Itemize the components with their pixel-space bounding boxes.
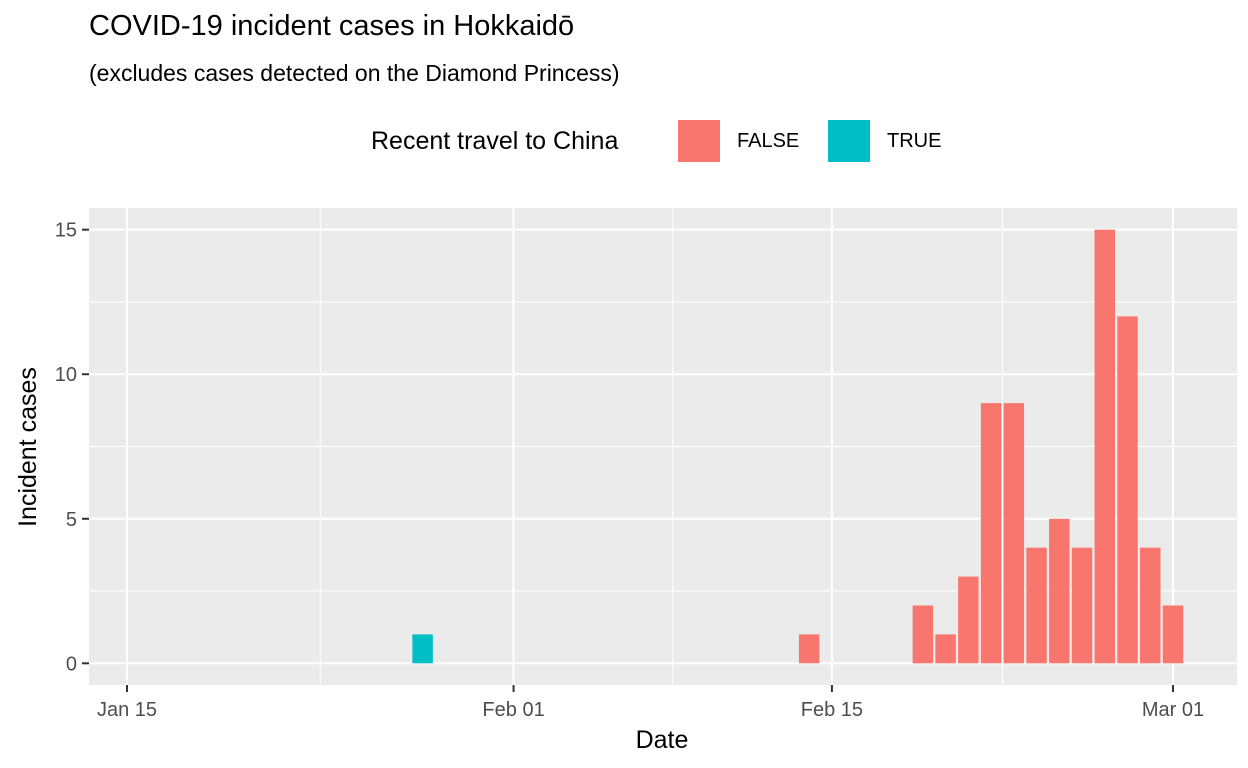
bar-2020-02-24 [1026, 547, 1047, 664]
bar-2020-02-27 [1094, 229, 1116, 664]
bar-2020-02-29 [1140, 547, 1161, 664]
bar-2020-02-23 [1003, 403, 1025, 664]
legend-label-false: FALSE [737, 130, 800, 152]
x-tick-label: Jan 15 [97, 699, 157, 721]
bar-2020-02-14 [798, 634, 820, 664]
bar-2020-03-01 [1162, 605, 1184, 664]
major-gridlines [89, 208, 1237, 685]
bar-2020-02-22 [980, 403, 1002, 664]
bar-2020-02-19 [912, 605, 934, 664]
bar-2020-02-25 [1049, 518, 1070, 664]
legend-label-true: TRUE [887, 130, 942, 152]
legend: Recent travel to China FALSE TRUE [0, 118, 1248, 166]
legend-key-false [678, 120, 720, 162]
bars [412, 229, 1184, 664]
y-tick-label: 15 [55, 220, 77, 242]
bar-2020-02-20 [935, 634, 956, 664]
y-tick-label: 0 [66, 653, 77, 675]
bar-2020-02-28 [1117, 316, 1138, 664]
x-tick-label: Feb 15 [801, 699, 863, 721]
x-axis-title: Date [636, 726, 689, 754]
bar-2020-01-28 [412, 634, 433, 664]
x-axis: Jan 15 Feb 01 Feb 15 Mar 01 [97, 685, 1204, 721]
minor-gridlines [89, 208, 1237, 685]
chart-subtitle: (excludes cases detected on the Diamond … [89, 60, 620, 86]
bar-2020-02-26 [1071, 547, 1093, 664]
chart-title: COVID-19 incident cases in Hokkaidō [89, 10, 575, 42]
y-axis: 0 5 10 15 [55, 220, 89, 675]
y-tick-label: 5 [66, 509, 77, 531]
bar-2020-02-21 [958, 576, 979, 664]
x-tick-label: Feb 01 [482, 699, 544, 721]
legend-key-true [828, 120, 870, 162]
x-tick-label: Mar 01 [1142, 699, 1204, 721]
y-axis-title: Incident cases [14, 367, 42, 527]
y-tick-label: 10 [55, 364, 77, 386]
legend-title: Recent travel to China [371, 127, 619, 155]
